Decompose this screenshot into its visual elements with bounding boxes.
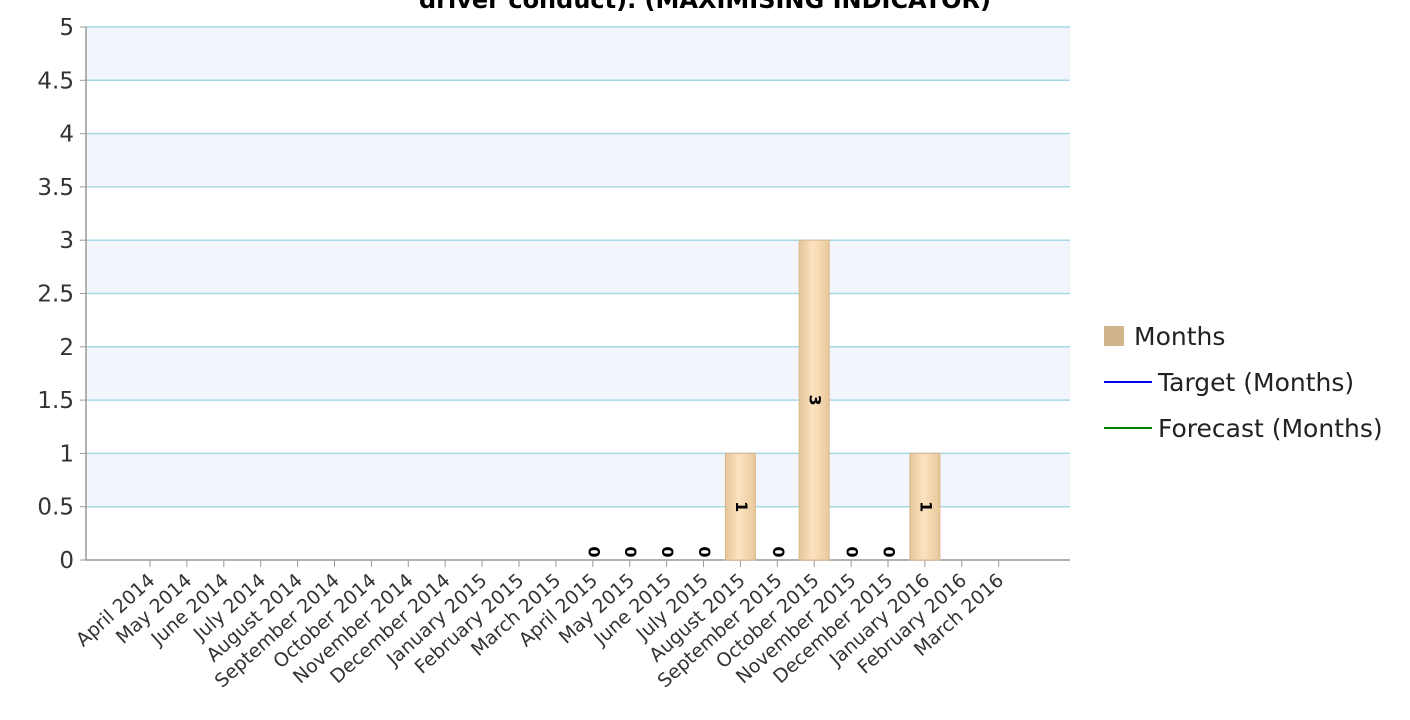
data-label: 0: [843, 546, 862, 557]
plot-band: [86, 400, 1070, 454]
y-tick-label: 3.5: [37, 175, 74, 201]
bar: [798, 239, 830, 561]
plot-band: [86, 240, 1070, 294]
plot-band: [86, 293, 1070, 347]
legend-label-months: Months: [1134, 321, 1226, 351]
legend-label-forecast: Forecast (Months): [1158, 413, 1383, 443]
y-tick-label: 1.5: [37, 388, 74, 414]
plot-band: [86, 346, 1070, 401]
data-label: 1: [916, 501, 935, 512]
y-tick-label: 2: [59, 335, 74, 361]
y-tick-label: 0: [59, 548, 74, 574]
plot-band: [86, 27, 1070, 81]
y-tick-label: 4: [59, 122, 74, 148]
legend-swatch-target: [1104, 381, 1152, 383]
legend-label-target: Target (Months): [1158, 367, 1355, 397]
legend-item-months[interactable]: Months: [1104, 313, 1383, 359]
y-tick-label: 1: [59, 441, 74, 467]
y-tick-label: 3: [59, 228, 74, 254]
legend-swatch-forecast: [1104, 427, 1152, 429]
legend: Months Target (Months) Forecast (Months): [1104, 313, 1383, 451]
data-label: 0: [769, 546, 788, 557]
legend-item-target[interactable]: Target (Months): [1104, 359, 1383, 405]
y-tick-label: 0.5: [37, 495, 74, 521]
data-label: 0: [880, 546, 899, 557]
y-axis-ticks: 0 0.5 1 1.5 2 2.5 3 3.5 4 4.5 5: [37, 15, 86, 574]
data-label: 0: [621, 546, 640, 557]
data-label: 3: [806, 395, 825, 406]
bar: [724, 452, 756, 561]
y-tick-label: 2.5: [37, 282, 74, 308]
plot-band: [86, 133, 1070, 187]
y-tick-label: 4.5: [37, 68, 74, 94]
legend-item-forecast[interactable]: Forecast (Months): [1104, 405, 1383, 451]
chart-title: driver conduct). (MAXIMISING INDICATOR): [418, 0, 991, 14]
data-label: 0: [658, 546, 677, 557]
bars: [724, 239, 941, 561]
plot-band: [86, 80, 1070, 134]
y-tick-label: 5: [59, 15, 74, 41]
plot-band: [86, 186, 1070, 241]
bar: [909, 452, 941, 561]
data-label: 0: [695, 546, 714, 557]
data-labels: 0 0 0 0 1 0 3 0 0 1: [584, 395, 935, 558]
plot-band: [86, 506, 1070, 560]
legend-swatch-months: [1104, 326, 1124, 346]
gridlines: [86, 26, 1070, 508]
plot-band: [86, 453, 1070, 507]
plot-bands: [86, 27, 1070, 560]
data-label: 0: [584, 546, 603, 557]
data-label: 1: [732, 501, 751, 512]
